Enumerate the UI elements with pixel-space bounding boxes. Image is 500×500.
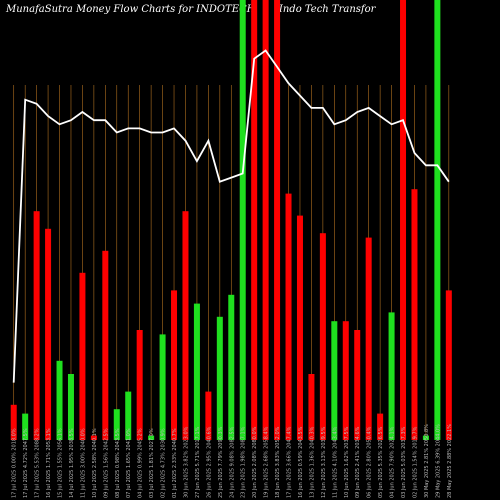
x-tick-label: 01 Jul 2025 2.33% 2040.7%: [172, 428, 178, 498]
x-tick-label: 03 Jun 2025 5.03% 2037.3%: [401, 426, 407, 498]
x-tick-label: 16 Jul 2025 1.71% 2053.1%: [46, 428, 52, 498]
bar-33: [377, 413, 384, 440]
bar-16: [182, 211, 189, 440]
bar-21: [239, 0, 246, 440]
money-flow-line: [12, 49, 450, 383]
x-tick-label: 18 Jun 2025 3.83% 2052.0%: [275, 426, 281, 498]
x-tick-label: 08 Jul 2025 0.98% 2043.5%: [115, 428, 121, 498]
x-tick-label: 10 Jun 2025 1.62% 2037.5%: [344, 426, 350, 498]
bar-12: [136, 330, 143, 440]
bar-8: [90, 435, 97, 440]
bar-28: [319, 233, 326, 440]
bar-23: [262, 0, 269, 440]
bar-37: [422, 435, 429, 440]
x-tick-label: 30 May 2025 2.81% 2050.8%: [424, 424, 430, 498]
x-tick-label: 12 Jun 2025 3.13% 2039.5%: [321, 426, 327, 498]
x-tick-label: 11 Jun 2025 4.10% 2043.4%: [332, 426, 338, 498]
x-tick-label: 17 Jul 2025 5.53% 2088.2%: [35, 428, 41, 498]
bar-29: [331, 321, 338, 440]
x-tick-label: 17 Jun 2025 3.66% 2047.4%: [287, 426, 293, 498]
bar-5: [56, 360, 63, 440]
x-tick-label: 15 Jul 2025 1.55% 2056.1%: [58, 428, 64, 498]
bar-30: [342, 321, 349, 440]
bar-13: [148, 435, 155, 440]
x-tick-label: 06 Jun 2025 2.80% 2050.4%: [367, 426, 373, 498]
chart-title: MunafaSutra Money Flow Charts for INDOTE…: [6, 4, 256, 15]
bar-6: [67, 374, 74, 440]
bar-18: [205, 391, 212, 440]
x-tick-label: 02 Jun 2025 1.54% 2019.7%: [412, 426, 418, 498]
x-tick-label: 16 Jun 2025 0.59% 2043.5%: [298, 426, 304, 498]
bar-9: [102, 250, 109, 440]
x-tick-label: 04 Jul 2025 0.99% 2045.2%: [138, 428, 144, 498]
x-tick-label: 25 Jun 2025 7.79% 2090.3%: [218, 426, 224, 498]
x-tick-label: 11 Jul 2025 3.00% 2040.0%: [80, 428, 86, 498]
bar-25: [285, 193, 292, 440]
bar-7: [79, 272, 86, 440]
x-tick-label: 05 Jun 2025 5.35% 2026.5%: [378, 426, 384, 498]
x-tick-label: 02 Jul 2025 4.73% 2030.9%: [161, 428, 167, 498]
x-tick-label: 04 Jun 2025 7.90% 2024.1%: [390, 426, 396, 498]
bar-31: [354, 330, 361, 440]
x-tick-label: 17 Jul 2025 4.72% 2047.5%: [23, 428, 29, 498]
x-tick-label: 30 Jun 2025 3.82% 2023.0%: [183, 426, 189, 498]
x-tick-label: 09 Jun 2025 2.41% 2034.6%: [355, 426, 361, 498]
bar-15: [171, 290, 178, 440]
bar-10: [113, 409, 120, 440]
x-tick-label: 26 Jun 2025 2.95% 2040.6%: [206, 426, 212, 498]
x-tick-label: 24 Jun 2025 9.08% 2082.5%: [229, 426, 235, 498]
x-tick-label: 14 Jul 2025 1.95% 2038.5%: [69, 428, 75, 498]
bar-39: [445, 290, 452, 440]
chart-subtitle: (Indo Tech Transfor: [275, 4, 376, 15]
bar-27: [308, 374, 315, 440]
x-tick-label: 27 Jun 2025 5.71% 2017.1%: [195, 426, 201, 498]
bar-36: [411, 189, 418, 440]
x-tick-label: 28 May 2025 2.88% 2022.1%: [447, 424, 453, 498]
bar-2: [22, 413, 29, 440]
x-tick-label: 17 Jul 2025 0.00% 2018.0%: [12, 428, 18, 498]
bar-17: [193, 303, 200, 440]
bar-35: [400, 0, 407, 440]
bar-3: [33, 211, 40, 440]
bar-38: [434, 0, 441, 440]
x-tick-label: 07 Jul 2025 1.65% 2041.0%: [126, 428, 132, 498]
x-tick-label: 03 Jul 2025 1.81% 2027.0%: [149, 428, 155, 498]
x-tick-label: 13 Jun 2025 1.36% 2040.3%: [309, 426, 315, 498]
x-tick-label: 19 Jun 2025 2.68% 2058.4%: [264, 426, 270, 498]
bar-19: [216, 316, 223, 440]
bar-1: [10, 404, 17, 440]
x-tick-label: 09 Jul 2025 1.56% 2042.5%: [103, 428, 109, 498]
bar-24: [274, 0, 281, 440]
bar-22: [251, 0, 258, 440]
bar-20: [228, 294, 235, 440]
bar-34: [388, 312, 395, 440]
x-tick-label: 23 Jun 2025 1.98% 2087.1%: [241, 426, 247, 498]
x-tick-label: 10 Jul 2025 2.58% 2040.1%: [92, 428, 98, 498]
bar-32: [365, 237, 372, 440]
x-tick-label: 20 Jun 2025 2.08% 2080.0%: [252, 426, 258, 498]
bar-4: [45, 228, 52, 440]
bar-26: [296, 215, 303, 440]
bar-14: [159, 334, 166, 440]
x-tick-label: 29 May 2025 6.39% 2044.0%: [435, 424, 441, 498]
bar-11: [125, 391, 132, 440]
